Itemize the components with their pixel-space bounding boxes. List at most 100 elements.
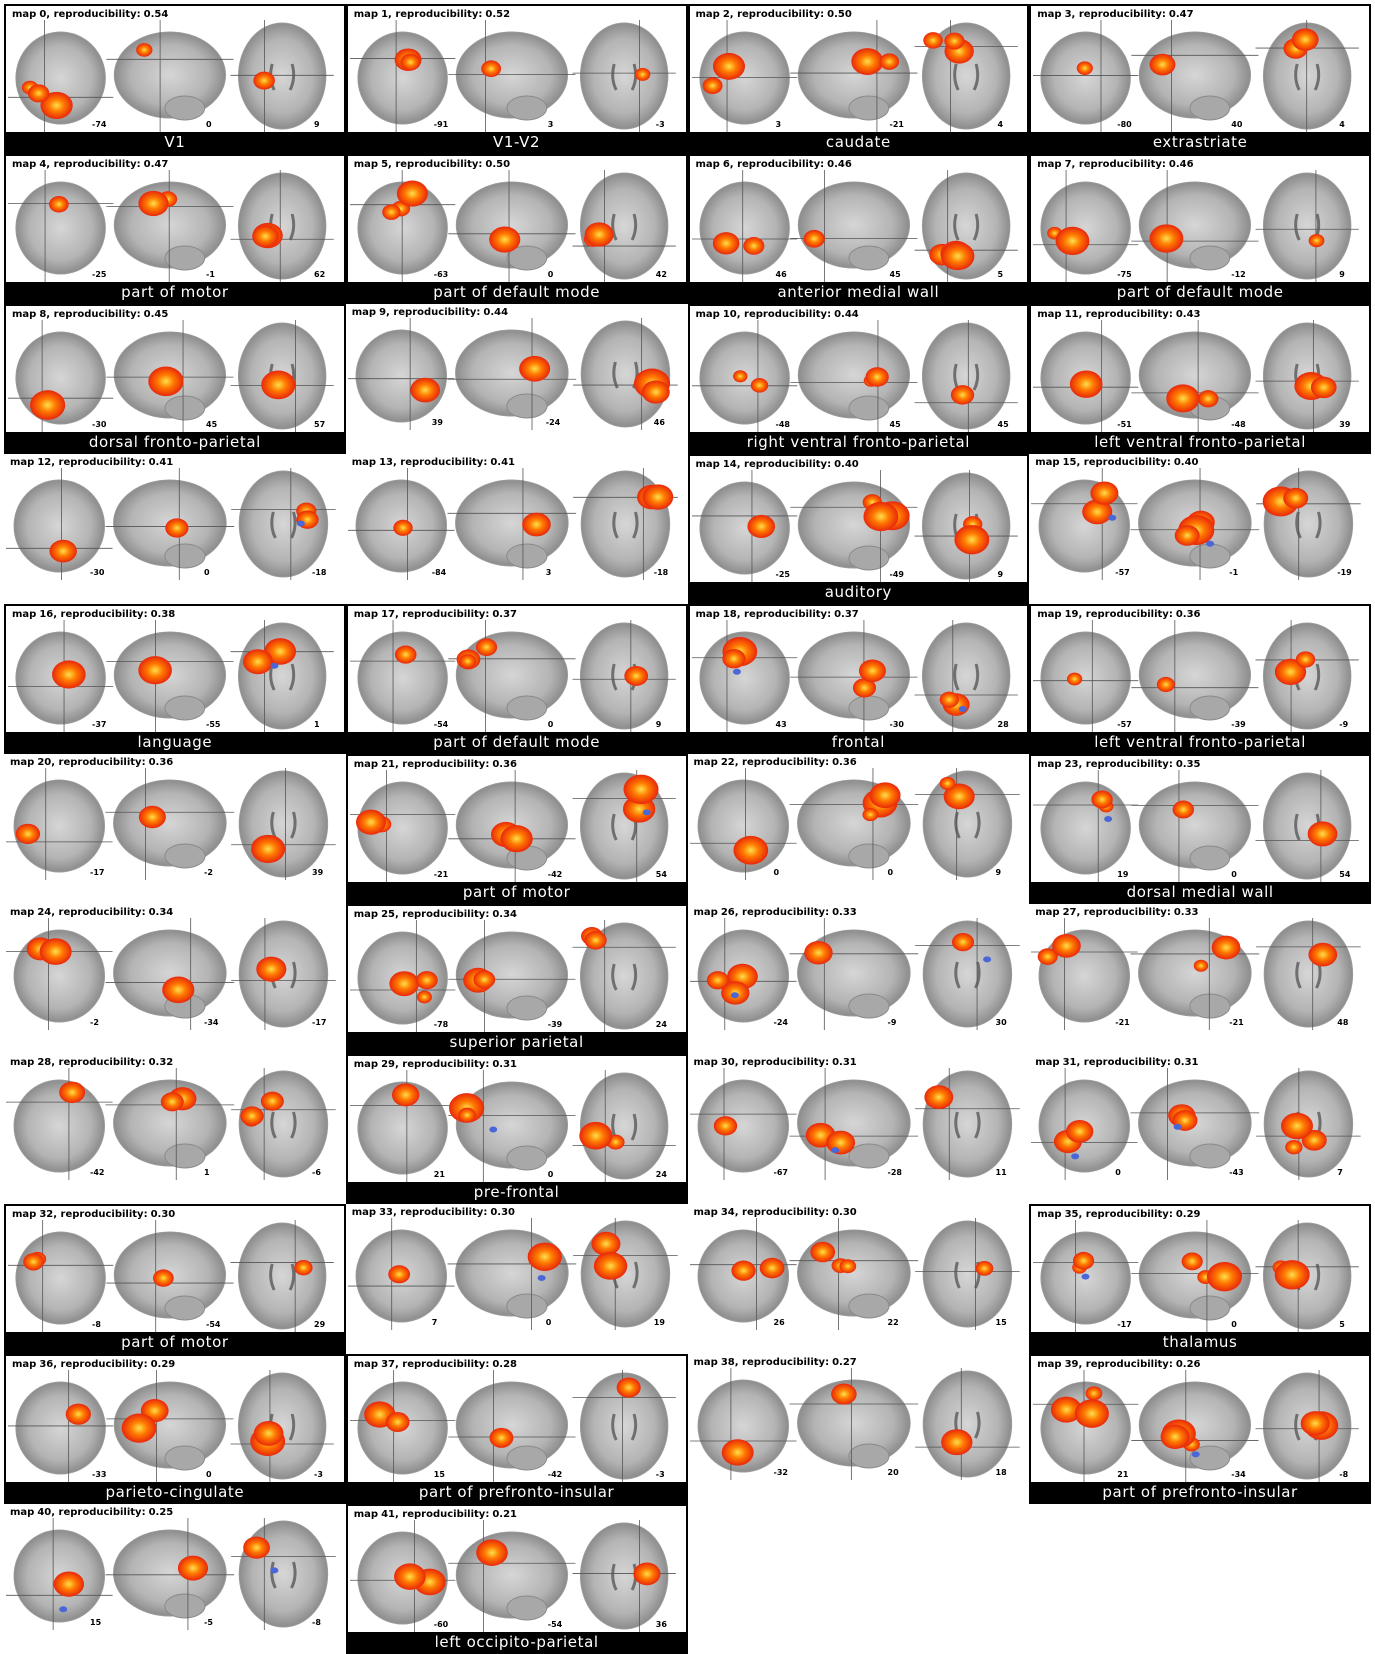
reproducibility-value: 0.30	[490, 1207, 516, 1218]
negative-blob	[1192, 1451, 1200, 1458]
brain-slices-svg	[7, 320, 334, 432]
slice-coordinate: -74	[92, 120, 107, 129]
map-prefix: map	[693, 1057, 718, 1068]
map-id: 20	[37, 757, 52, 768]
activation-blob	[1149, 224, 1184, 253]
activation-blob	[712, 232, 739, 255]
activation-blob	[939, 776, 955, 790]
activation-blob	[1296, 651, 1316, 668]
activation-blob	[1193, 959, 1209, 972]
map-id: 22	[720, 757, 735, 768]
activation-blob	[1281, 1112, 1314, 1140]
map-header: map 13, reproducibility: 0.41	[351, 457, 516, 468]
map-panel: map 40, reproducibility: 0.25 15 -5 -8	[4, 1504, 346, 1654]
map-header: map 2, reproducibility: 0.50	[695, 9, 852, 20]
cerebellum	[506, 1293, 548, 1319]
slice-coordinate: 15	[995, 1318, 1007, 1327]
activation-blob	[1285, 1139, 1303, 1155]
activation-blob	[23, 1253, 44, 1271]
brain-slices-svg	[7, 170, 334, 282]
slice-coordinate: 4	[1339, 120, 1345, 129]
negative-blob	[270, 662, 279, 669]
slice-coordinate: -3	[314, 1470, 323, 1479]
brain-slices-svg	[7, 1220, 334, 1332]
map-header: map 21, reproducibility: 0.36	[353, 759, 518, 770]
ventricles	[1294, 63, 1321, 91]
slice-coordinate: 62	[314, 270, 326, 279]
slice-coordinate: -24	[773, 1018, 788, 1027]
slice-coordinate: -80	[1117, 120, 1132, 129]
map-header: map 27, reproducibility: 0.33	[1035, 907, 1199, 918]
activation-blob	[160, 1092, 184, 1112]
slice-coordinate: 3	[775, 120, 782, 129]
slice-coordinate: 0	[887, 868, 894, 877]
map-header: map 5, reproducibility: 0.50	[353, 159, 511, 170]
activation-blob	[1160, 1424, 1190, 1449]
negative-blob	[537, 1274, 546, 1281]
reproducibility-label: reproducibility:	[1083, 907, 1171, 918]
slice-coordinate: 26	[773, 1318, 785, 1327]
coronal-slice	[357, 631, 448, 725]
network-name-bar: part of motor	[347, 882, 686, 902]
negative-blob	[958, 706, 967, 713]
brain-slices	[348, 1070, 686, 1182]
brain-slices	[6, 620, 344, 732]
reproducibility-value: 0.21	[492, 1509, 518, 1520]
activation-blob	[251, 834, 286, 864]
map-id: 35	[1064, 1209, 1079, 1220]
activation-blob	[65, 1403, 91, 1425]
slice-coordinate: 0	[547, 720, 554, 729]
slice-coordinate: 15	[433, 1470, 445, 1479]
negative-blob	[730, 992, 739, 999]
activation-blob	[260, 1091, 284, 1111]
activation-blob	[861, 808, 878, 822]
map-panel: map 37, reproducibility: 0.28 15 -42 -3 part o…	[345, 1354, 688, 1504]
slice-coordinate: -43	[1229, 1168, 1244, 1177]
slice-coordinate: -37	[92, 720, 107, 729]
slice-coordinate: 0	[204, 568, 210, 577]
reproducibility-label: reproducibility:	[742, 1357, 830, 1368]
brain-slices-svg	[347, 1218, 678, 1330]
activation-blob	[256, 956, 287, 982]
activation-blob	[240, 1106, 264, 1126]
activation-blob	[584, 222, 614, 247]
slice-coordinate: -25	[775, 570, 790, 579]
cerebellum	[1189, 845, 1231, 871]
activation-blob	[294, 1259, 313, 1276]
activation-blob	[730, 1260, 756, 1281]
network-name-bar: dorsal fronto-parietal	[6, 432, 344, 452]
map-prefix: map	[1037, 1359, 1062, 1370]
network-name-bar: thalamus	[1031, 1332, 1369, 1352]
slice-coordinate: 46	[653, 418, 665, 427]
map-prefix: map	[12, 609, 37, 620]
map-prefix: map	[353, 1359, 379, 1370]
cerebellum	[847, 1443, 890, 1469]
map-id: 36	[39, 1359, 54, 1370]
brain-slices-svg	[691, 620, 1018, 732]
slice-coordinate: -75	[1117, 270, 1132, 279]
cerebellum	[847, 95, 889, 121]
reproducibility-label: reproducibility:	[402, 1509, 490, 1520]
brain-slices-svg	[689, 1218, 1020, 1330]
ventricles	[952, 213, 979, 241]
axial-slice	[237, 22, 327, 130]
activation-blob	[1082, 499, 1113, 525]
axial-slice	[921, 622, 1010, 730]
network-name-bar: V1	[6, 132, 344, 152]
axial-slice	[579, 1372, 669, 1480]
activation-blob	[253, 1420, 284, 1446]
brain-slices	[1031, 1220, 1369, 1332]
map-prefix: map	[693, 1207, 718, 1218]
network-name-bar: part of motor	[6, 1332, 344, 1352]
slice-coordinate: -1	[206, 270, 215, 279]
map-panel: map 28, reproducibility: 0.32 -42 1 -6	[4, 1054, 346, 1204]
activation-blob	[1037, 948, 1059, 965]
map-header: map 10, reproducibility: 0.44	[695, 309, 859, 320]
activation-blob	[858, 659, 886, 683]
reproducibility-value: 0.52	[485, 9, 511, 20]
slice-coordinate: -2	[204, 868, 213, 877]
brain-slices	[690, 20, 1028, 132]
map-id: 14	[722, 459, 737, 470]
coronal-slice	[357, 31, 448, 125]
map-panel: map 29, reproducibility: 0.31 21 0 24 pre-fron…	[345, 1054, 688, 1204]
